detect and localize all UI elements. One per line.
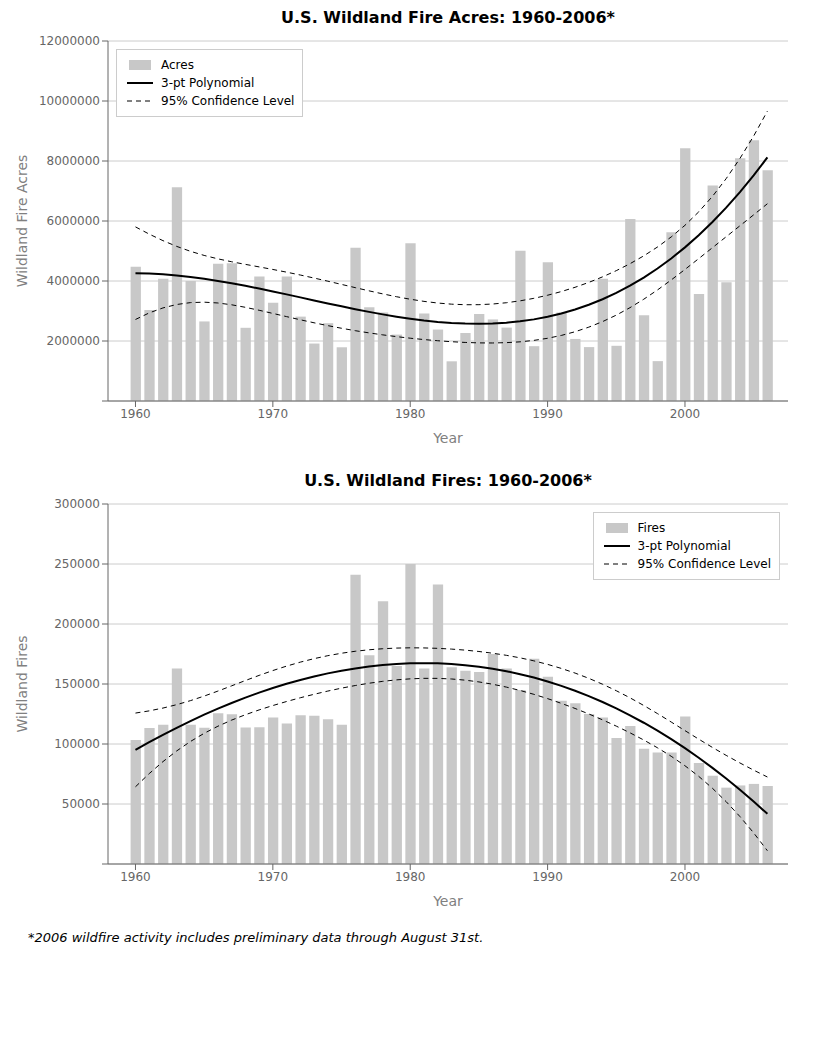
svg-text:2000000: 2000000 <box>47 334 100 348</box>
html-text:Fires: Fires <box>637 521 666 535</box>
svg-text:Year: Year <box>432 430 463 446</box>
svg-text:250000: 250000 <box>54 557 100 571</box>
svg-text:2000: 2000 <box>670 870 701 884</box>
svg-text:Year: Year <box>432 893 463 909</box>
svg-text:10000000: 10000000 <box>39 94 100 108</box>
html-text:95% Confidence Level: 95% Confidence Level <box>637 557 771 571</box>
svg-text:50000: 50000 <box>62 797 100 811</box>
svg-text:1980: 1980 <box>395 870 426 884</box>
svg-text:1960: 1960 <box>120 407 151 421</box>
svg-text:1980: 1980 <box>395 407 426 421</box>
svg-text:Wildland Fires: Wildland Fires <box>14 635 30 732</box>
html-text:Acres: Acres <box>161 58 194 72</box>
html-text:95% Confidence Level: 95% Confidence Level <box>161 94 295 108</box>
svg-text:2000: 2000 <box>670 407 701 421</box>
svg-text:Wildland Fire Acres: Wildland Fire Acres <box>14 155 30 288</box>
html-text:3-pt Polynomial: 3-pt Polynomial <box>161 76 255 90</box>
html-text:U.S. Wildland Fire Acres: 1960: U.S. Wildland Fire Acres: 1960-2006* <box>281 8 615 27</box>
svg-text:300000: 300000 <box>54 497 100 511</box>
svg-text:8000000: 8000000 <box>47 154 100 168</box>
html-text:*2006 wildfire activity includ: *2006 wildfire activity includes prelimi… <box>28 930 484 945</box>
svg-text:200000: 200000 <box>54 617 100 631</box>
svg-text:1970: 1970 <box>258 407 289 421</box>
svg-text:1960: 1960 <box>120 870 151 884</box>
svg-text:100000: 100000 <box>54 737 100 751</box>
svg-text:4000000: 4000000 <box>47 274 100 288</box>
svg-text:1990: 1990 <box>532 870 563 884</box>
html-text:3-pt Polynomial: 3-pt Polynomial <box>637 539 731 553</box>
svg-text:150000: 150000 <box>54 677 100 691</box>
html-text:U.S. Wildland Fires: 1960-2006: U.S. Wildland Fires: 1960-2006* <box>304 471 592 490</box>
svg-text:1970: 1970 <box>258 870 289 884</box>
svg-text:6000000: 6000000 <box>47 214 100 228</box>
svg-text:1990: 1990 <box>532 407 563 421</box>
svg-text:12000000: 12000000 <box>39 34 100 48</box>
